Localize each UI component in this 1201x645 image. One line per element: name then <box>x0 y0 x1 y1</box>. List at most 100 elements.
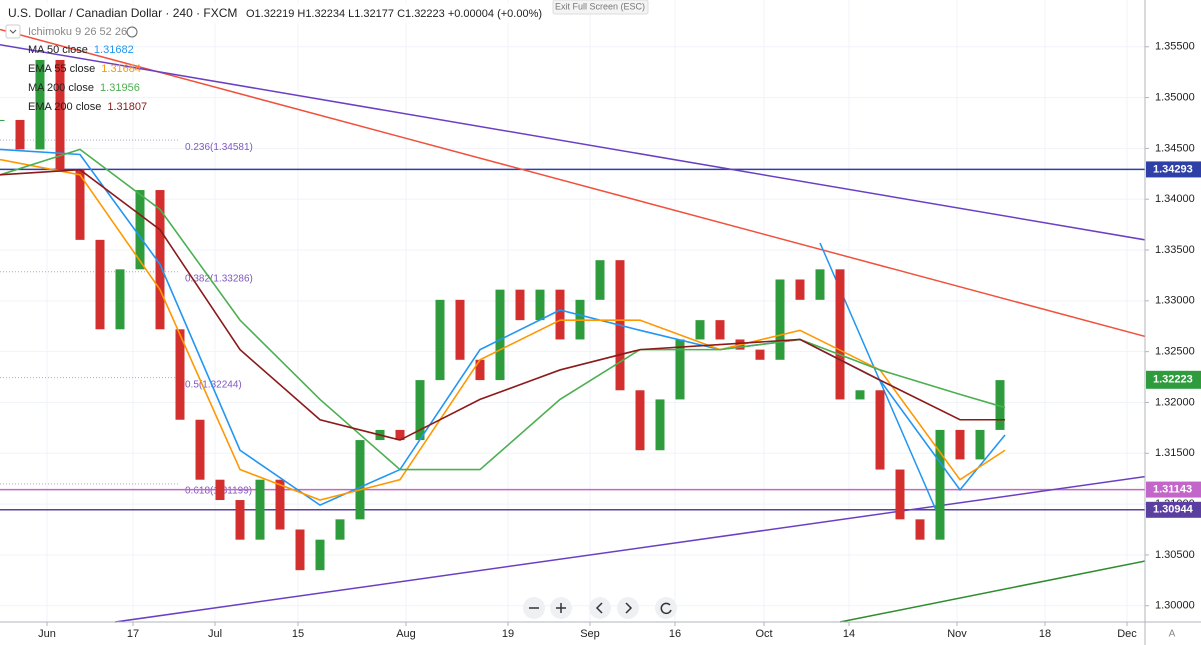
candle <box>915 519 925 540</box>
fib-label: 0.382(1.33286) <box>185 273 253 284</box>
scroll-left[interactable] <box>589 597 611 619</box>
candle <box>415 380 425 441</box>
candle <box>775 279 785 360</box>
x-tick-label: 16 <box>669 628 681 640</box>
candle <box>675 339 685 400</box>
legend-name: MA 200 close <box>28 82 94 94</box>
level-badge <box>1146 161 1201 178</box>
exit-fullscreen-label: Exit Full Screen (ESC) <box>555 1 645 11</box>
candle <box>195 419 205 480</box>
candle <box>935 429 945 540</box>
level-badge <box>1146 501 1201 518</box>
candle <box>275 479 285 530</box>
fib-label: 0.5(1.32244) <box>185 379 242 390</box>
collapse-button[interactable] <box>5 24 21 39</box>
candle <box>755 349 765 360</box>
candle <box>235 500 245 540</box>
candle <box>855 390 865 400</box>
candle <box>155 190 165 330</box>
x-tick-label: Jun <box>38 628 56 640</box>
y-tick-label: 1.32000 <box>1155 396 1195 408</box>
candle <box>875 390 885 470</box>
grid <box>0 0 1145 622</box>
last-price-badge <box>1146 370 1201 389</box>
legend-value: 1.31682 <box>94 44 134 56</box>
candle <box>815 269 825 300</box>
y-tick-label: 1.35500 <box>1155 41 1195 53</box>
legend-name: EMA 55 close <box>28 63 95 75</box>
y-tick-label: 1.33000 <box>1155 295 1195 307</box>
x-tick-label: Aug <box>396 628 416 640</box>
trend-line <box>839 560 1146 623</box>
x-tick-label: Jul <box>208 628 222 640</box>
level-label: 1.31143 <box>1153 483 1192 495</box>
candle <box>55 59 65 170</box>
candle <box>715 320 725 340</box>
x-tick-label: Dec <box>1117 628 1137 640</box>
candle <box>35 59 45 150</box>
ohlc: O1.32219 H1.32234 L1.32177 C1.32223 +0.0… <box>246 8 542 20</box>
candle <box>515 289 525 321</box>
x-tick-label: 14 <box>843 628 855 640</box>
header-bg <box>4 3 564 23</box>
last-price-label: 1.32223 <box>1153 374 1193 386</box>
y-tick-label: 1.32500 <box>1155 346 1195 358</box>
y-tick-label: 1.30000 <box>1155 600 1195 612</box>
trend-line <box>0 43 1146 241</box>
candle <box>255 479 265 540</box>
candle <box>295 529 305 571</box>
x-tick-label: Nov <box>947 628 967 640</box>
candle <box>835 269 845 400</box>
trend-line <box>0 28 1146 338</box>
legend-name: EMA 200 close <box>28 101 101 113</box>
x-tick-label: 18 <box>1039 628 1051 640</box>
candle <box>695 320 705 340</box>
candle <box>495 289 505 381</box>
candle <box>75 169 85 240</box>
candle <box>0 119 5 121</box>
x-tick-label: Sep <box>580 628 600 640</box>
indicator: Ichimoku 9 26 52 26 <box>28 26 127 38</box>
x-tick-label: 17 <box>127 628 139 640</box>
x-tick-label: 19 <box>502 628 514 640</box>
candle <box>215 479 225 501</box>
hide-icon[interactable] <box>126 26 138 38</box>
candle <box>595 260 605 300</box>
legend-name: MA 50 close <box>28 44 88 56</box>
y-tick-label: 1.31500 <box>1155 447 1195 459</box>
trend-line <box>114 475 1146 623</box>
level-badge <box>1146 481 1201 498</box>
candle <box>115 269 125 330</box>
x-tick-label: 15 <box>292 628 304 640</box>
plot: 0.236(1.34581) 0.382(1.33286) 0.5(1.32244)… <box>0 28 1146 623</box>
bottom-toolbar <box>523 597 677 619</box>
fib-label: 0.236(1.34581) <box>185 142 253 153</box>
candle <box>975 429 985 460</box>
auto-scale-icon[interactable]: A <box>1169 629 1176 640</box>
candle <box>95 239 105 330</box>
y-tick-label: 1.34500 <box>1155 142 1195 154</box>
candle <box>395 429 405 441</box>
candle <box>895 469 905 520</box>
scroll-right[interactable] <box>617 597 639 619</box>
ma-line <box>0 158 1006 501</box>
candle <box>795 279 805 300</box>
candle <box>955 429 965 460</box>
collapse-icon <box>9 29 17 34</box>
chart-title: U.S. Dollar / Canadian Dollar · 240 · FX… <box>8 6 237 20</box>
candle <box>455 299 465 360</box>
legend: MA 50 close 1.31682 EMA 55 close 1.31684 MA … <box>28 44 147 113</box>
reset[interactable] <box>655 597 677 619</box>
candle <box>635 390 645 451</box>
exit-fullscreen[interactable] <box>552 0 649 15</box>
candle <box>175 329 185 420</box>
candle <box>335 519 345 540</box>
scroll-right-icon <box>625 602 633 614</box>
candle <box>315 539 325 571</box>
candle <box>655 399 665 451</box>
x-tick-label: Oct <box>755 628 772 640</box>
candle <box>355 440 365 520</box>
candle <box>475 359 485 381</box>
